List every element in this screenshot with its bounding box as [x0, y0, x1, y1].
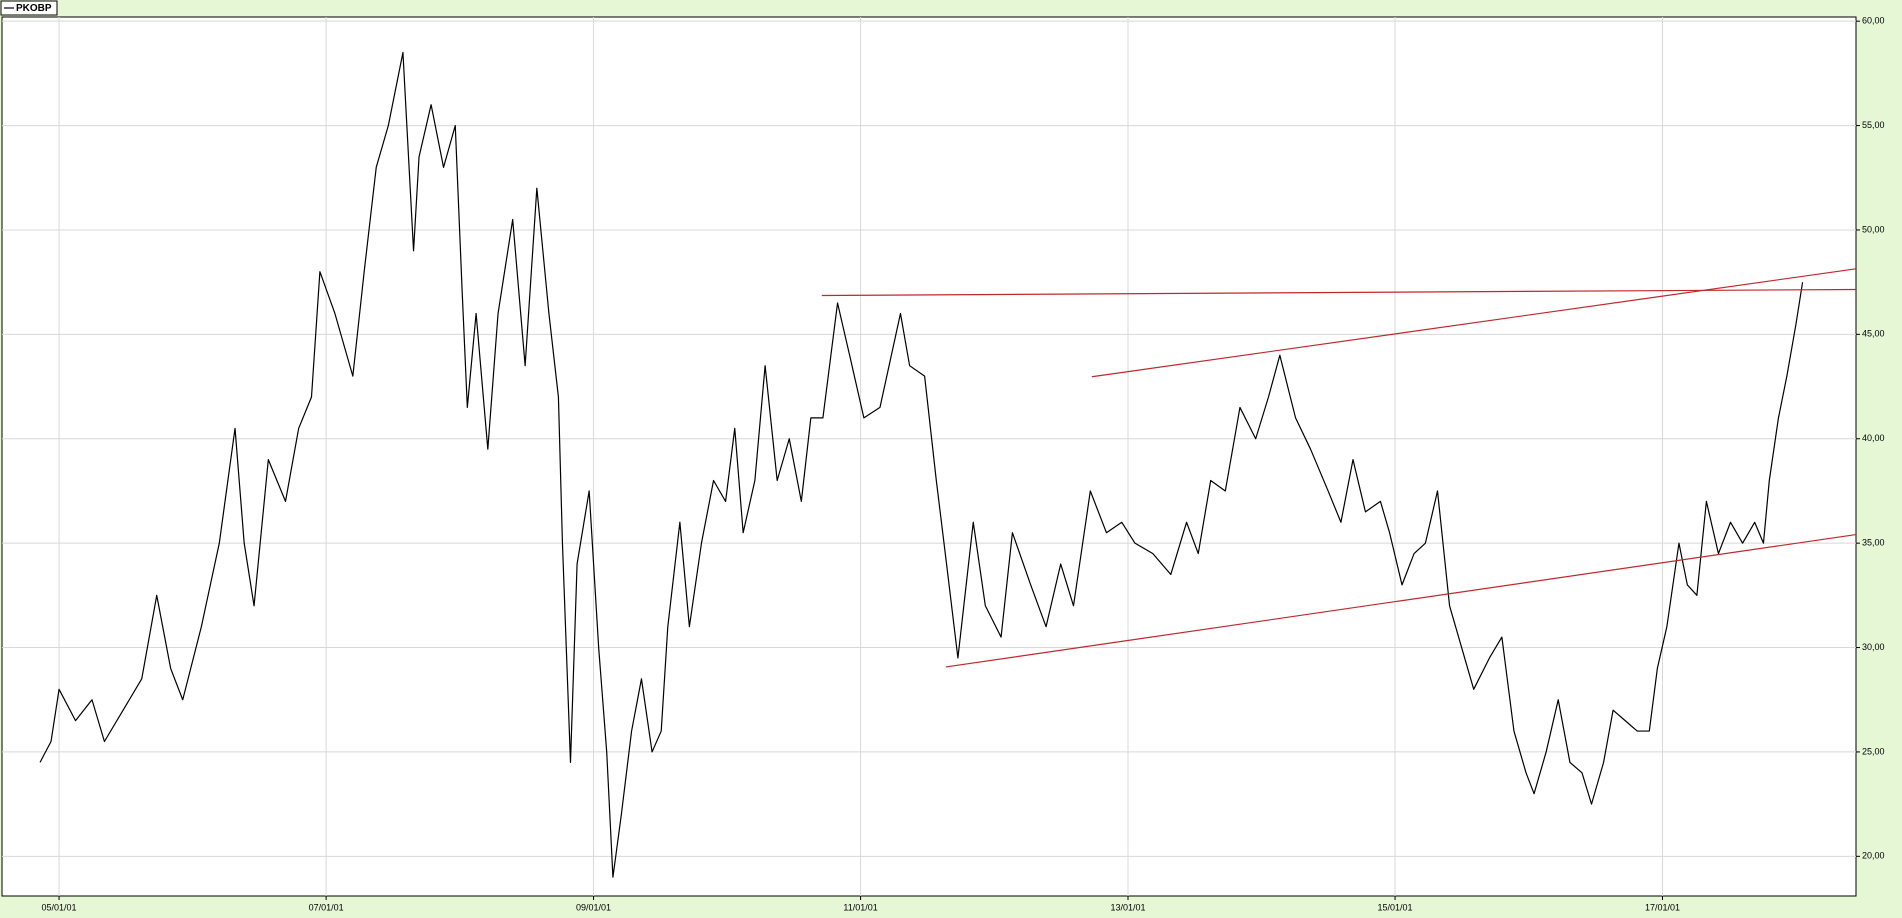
y-tick-label: 20,00: [1862, 851, 1885, 861]
legend-label: PKOBP: [16, 3, 52, 14]
y-tick-label: 60,00: [1862, 16, 1885, 26]
y-tick-label: 55,00: [1862, 120, 1885, 130]
trend-line: [1091, 268, 1857, 378]
y-tick-label: 35,00: [1862, 538, 1885, 548]
x-tick-label: 07/01/01: [309, 902, 344, 912]
y-tick-label: 30,00: [1862, 642, 1885, 652]
y-tick-label: 25,00: [1862, 746, 1885, 756]
x-tick-label: 05/01/01: [42, 902, 77, 912]
price-line: [39, 51, 1804, 878]
legend-box: [0, 0, 58, 16]
trend-line: [821, 288, 1857, 297]
x-tick-label: 15/01/01: [1378, 902, 1413, 912]
x-tick-label: 11/01/01: [843, 902, 877, 912]
x-tick-label: 09/01/01: [576, 902, 611, 912]
x-tick-label: 13/01/01: [1110, 902, 1145, 912]
x-tick-label: 17/01/01: [1645, 902, 1680, 912]
y-tick-label: 50,00: [1862, 224, 1885, 234]
plot-area: [1, 16, 1857, 897]
y-tick-label: 40,00: [1862, 433, 1885, 443]
trend-line: [945, 533, 1857, 668]
y-tick-label: 45,00: [1862, 329, 1885, 339]
